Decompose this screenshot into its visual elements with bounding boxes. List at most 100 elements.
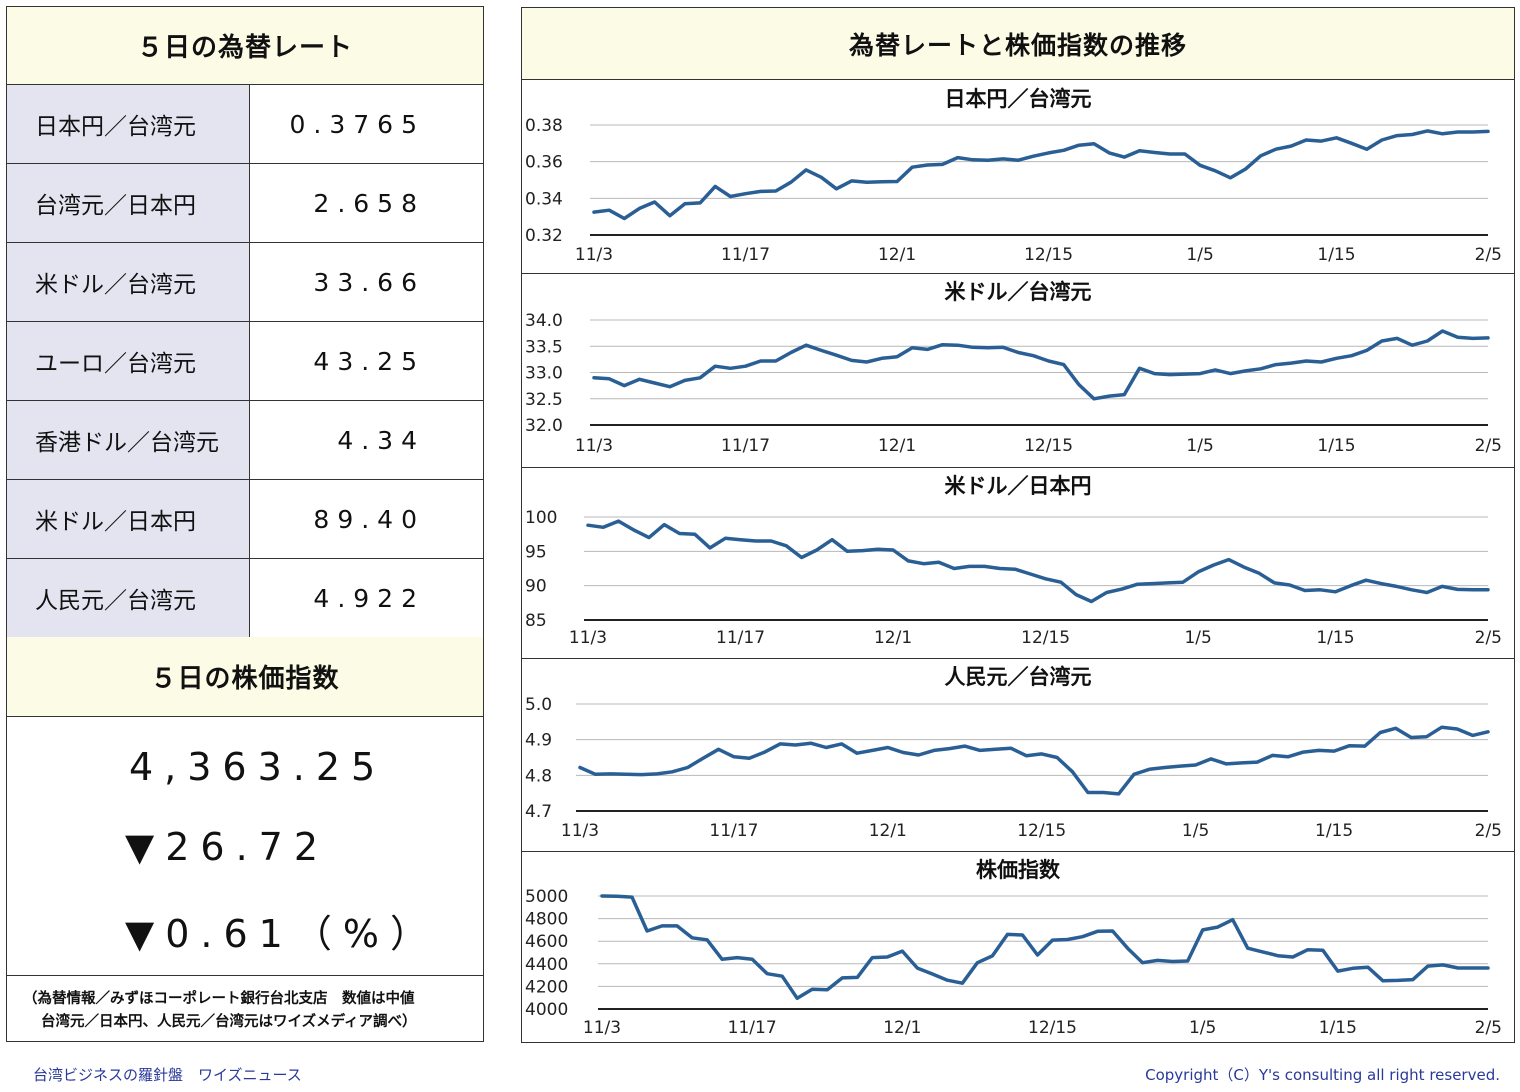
rate-value: 33.66 xyxy=(313,267,425,297)
y-tick-label: 32.5 xyxy=(525,390,563,410)
x-tick-label: 12/1 xyxy=(878,436,916,456)
x-tick-label: 1/15 xyxy=(1319,1018,1357,1038)
y-tick-label: 33.5 xyxy=(525,337,563,357)
usd-jpy-chart: 米ドル／日本円 85 90 95 100 11/3 11/17 12/1 12/15 1/5 1/1… xyxy=(522,467,1514,648)
x-tick-label: 1/15 xyxy=(1315,821,1353,841)
rate-value: 43.25 xyxy=(313,346,425,376)
chart-title: 日本円／台湾元 xyxy=(945,87,1092,111)
x-tick-label: 11/3 xyxy=(575,436,613,456)
x-tick-label: 12/1 xyxy=(869,821,907,841)
stock-index-change: ▼26.72 xyxy=(125,825,330,869)
x-tick-label: 1/15 xyxy=(1317,436,1355,456)
x-tick-label: 12/15 xyxy=(1017,821,1066,841)
x-tick-label: 11/3 xyxy=(575,245,613,265)
y-tick-label: 5000 xyxy=(525,887,568,907)
x-tick-label: 1/5 xyxy=(1182,821,1209,841)
y-tick-label: 4.7 xyxy=(525,802,552,822)
rate-row: 日本円／台湾元 0.3765 xyxy=(7,85,483,164)
rate-name: 香港ドル／台湾元 xyxy=(7,401,250,479)
y-tick-label: 33.0 xyxy=(525,364,563,384)
chart-title: 株価指数 xyxy=(976,858,1061,882)
x-tick-label: 2/5 xyxy=(1475,628,1502,648)
chart-title: 人民元／台湾元 xyxy=(945,665,1092,689)
series-line xyxy=(578,725,1490,796)
y-tick-label: 0.32 xyxy=(525,226,563,246)
x-tick-label: 11/3 xyxy=(583,1018,621,1038)
series-line xyxy=(600,894,1490,1001)
stock-title: ５日の株価指数 xyxy=(7,637,483,717)
y-tick-label: 4400 xyxy=(525,955,568,975)
x-tick-label: 1/5 xyxy=(1184,628,1211,648)
charts-panel: 為替レートと株価指数の推移 日本円／台湾元 0.32 0.34 0.36 0.38 11/… xyxy=(521,7,1515,1043)
y-tick-label: 90 xyxy=(525,577,547,597)
x-tick-label: 11/17 xyxy=(721,436,770,456)
rate-row: 台湾元／日本円 2.658 xyxy=(7,164,483,243)
usd-twd-chart: 米ドル／台湾元 32.0 32.5 33.0 33.5 34.0 11/3 11/17 12/1… xyxy=(522,273,1514,456)
rate-name: 米ドル／台湾元 xyxy=(7,243,250,321)
x-tick-label: 2/5 xyxy=(1475,436,1502,456)
rate-value: 0.3765 xyxy=(289,109,425,139)
y-tick-label: 100 xyxy=(525,508,557,528)
x-tick-label: 11/17 xyxy=(721,245,770,265)
rate-name: 日本円／台湾元 xyxy=(7,85,250,163)
rate-name: 人民元／台湾元 xyxy=(7,559,250,637)
rate-value: 89.40 xyxy=(313,504,425,534)
y-tick-label: 0.36 xyxy=(525,153,563,173)
rate-value: 4.922 xyxy=(313,583,425,613)
rate-row: ユーロ／台湾元 43.25 xyxy=(7,322,483,401)
rate-row: 米ドル／台湾元 33.66 xyxy=(7,243,483,322)
y-tick-label: 4000 xyxy=(525,1000,568,1020)
chart-title: 米ドル／台湾元 xyxy=(945,280,1092,304)
x-tick-label: 12/15 xyxy=(1028,1018,1077,1038)
x-tick-label: 12/15 xyxy=(1021,628,1070,648)
charts-title: 為替レートと株価指数の推移 xyxy=(522,8,1514,80)
y-tick-label: 32.0 xyxy=(525,416,563,436)
y-tick-label: 4.9 xyxy=(525,731,552,751)
x-tick-label: 2/5 xyxy=(1475,821,1502,841)
jpy-twd-chart: 日本円／台湾元 0.32 0.34 0.36 0.38 11/3 11/17 12/1 12/1… xyxy=(525,87,1502,265)
y-tick-label: 34.0 xyxy=(525,311,563,331)
rate-row: 香港ドル／台湾元 4.34 xyxy=(7,401,483,480)
rate-name: ユーロ／台湾元 xyxy=(7,322,250,400)
rate-row: 人民元／台湾元 4.922 xyxy=(7,559,483,638)
chart-title: 米ドル／日本円 xyxy=(945,474,1092,498)
y-tick-label: 0.34 xyxy=(525,189,563,209)
footer-copyright: Copyright（C）Y's consulting all right res… xyxy=(1145,1066,1500,1084)
footer-brand: 台湾ビジネスの羅針盤 ワイズニュース xyxy=(33,1066,302,1084)
x-tick-label: 11/17 xyxy=(728,1018,777,1038)
x-tick-label: 12/1 xyxy=(878,245,916,265)
x-tick-label: 11/17 xyxy=(709,821,758,841)
rate-name: 米ドル／日本円 xyxy=(7,480,250,558)
x-tick-label: 11/3 xyxy=(561,821,599,841)
x-tick-label: 1/5 xyxy=(1189,1018,1216,1038)
stock-index-percent: ▼0.61（%） xyxy=(125,912,439,956)
x-tick-label: 1/5 xyxy=(1186,245,1213,265)
x-tick-label: 11/3 xyxy=(569,628,607,648)
y-tick-label: 4800 xyxy=(525,910,568,930)
y-tick-label: 4.8 xyxy=(525,766,552,786)
x-tick-label: 12/15 xyxy=(1024,436,1073,456)
series-line xyxy=(586,519,1490,604)
x-tick-label: 2/5 xyxy=(1475,1018,1502,1038)
stock-index-value: 4,363.25 xyxy=(129,745,387,789)
cny-twd-chart: 人民元／台湾元 4.7 4.8 4.9 5.0 11/3 11/17 12/1 12/15 1/5… xyxy=(522,658,1514,841)
x-tick-label: 12/15 xyxy=(1024,245,1073,265)
y-tick-label: 0.38 xyxy=(525,116,563,136)
rate-name: 台湾元／日本円 xyxy=(7,164,250,242)
x-tick-label: 1/15 xyxy=(1316,628,1354,648)
rates-panel: ５日の為替レート 日本円／台湾元 0.3765 台湾元／日本円 2.658 米ド… xyxy=(6,6,484,1042)
rates-title: ５日の為替レート xyxy=(7,7,483,85)
x-tick-label: 1/5 xyxy=(1186,436,1213,456)
y-tick-label: 95 xyxy=(525,542,547,562)
x-tick-label: 2/5 xyxy=(1475,245,1502,265)
series-line xyxy=(592,329,1490,401)
x-tick-label: 11/17 xyxy=(716,628,765,648)
source-note: （為替情報／みずほコーポレート銀行台北支店 数値は中値 台湾元／日本円、人民元／… xyxy=(7,975,483,1041)
rate-value: 2.658 xyxy=(313,188,425,218)
y-tick-label: 4600 xyxy=(525,932,568,952)
y-tick-label: 4200 xyxy=(525,977,568,997)
series-line xyxy=(592,129,1490,221)
source-note-line1: （為替情報／みずほコーポレート銀行台北支店 数値は中値 xyxy=(23,991,415,1007)
rate-row: 米ドル／日本円 89.40 xyxy=(7,480,483,559)
